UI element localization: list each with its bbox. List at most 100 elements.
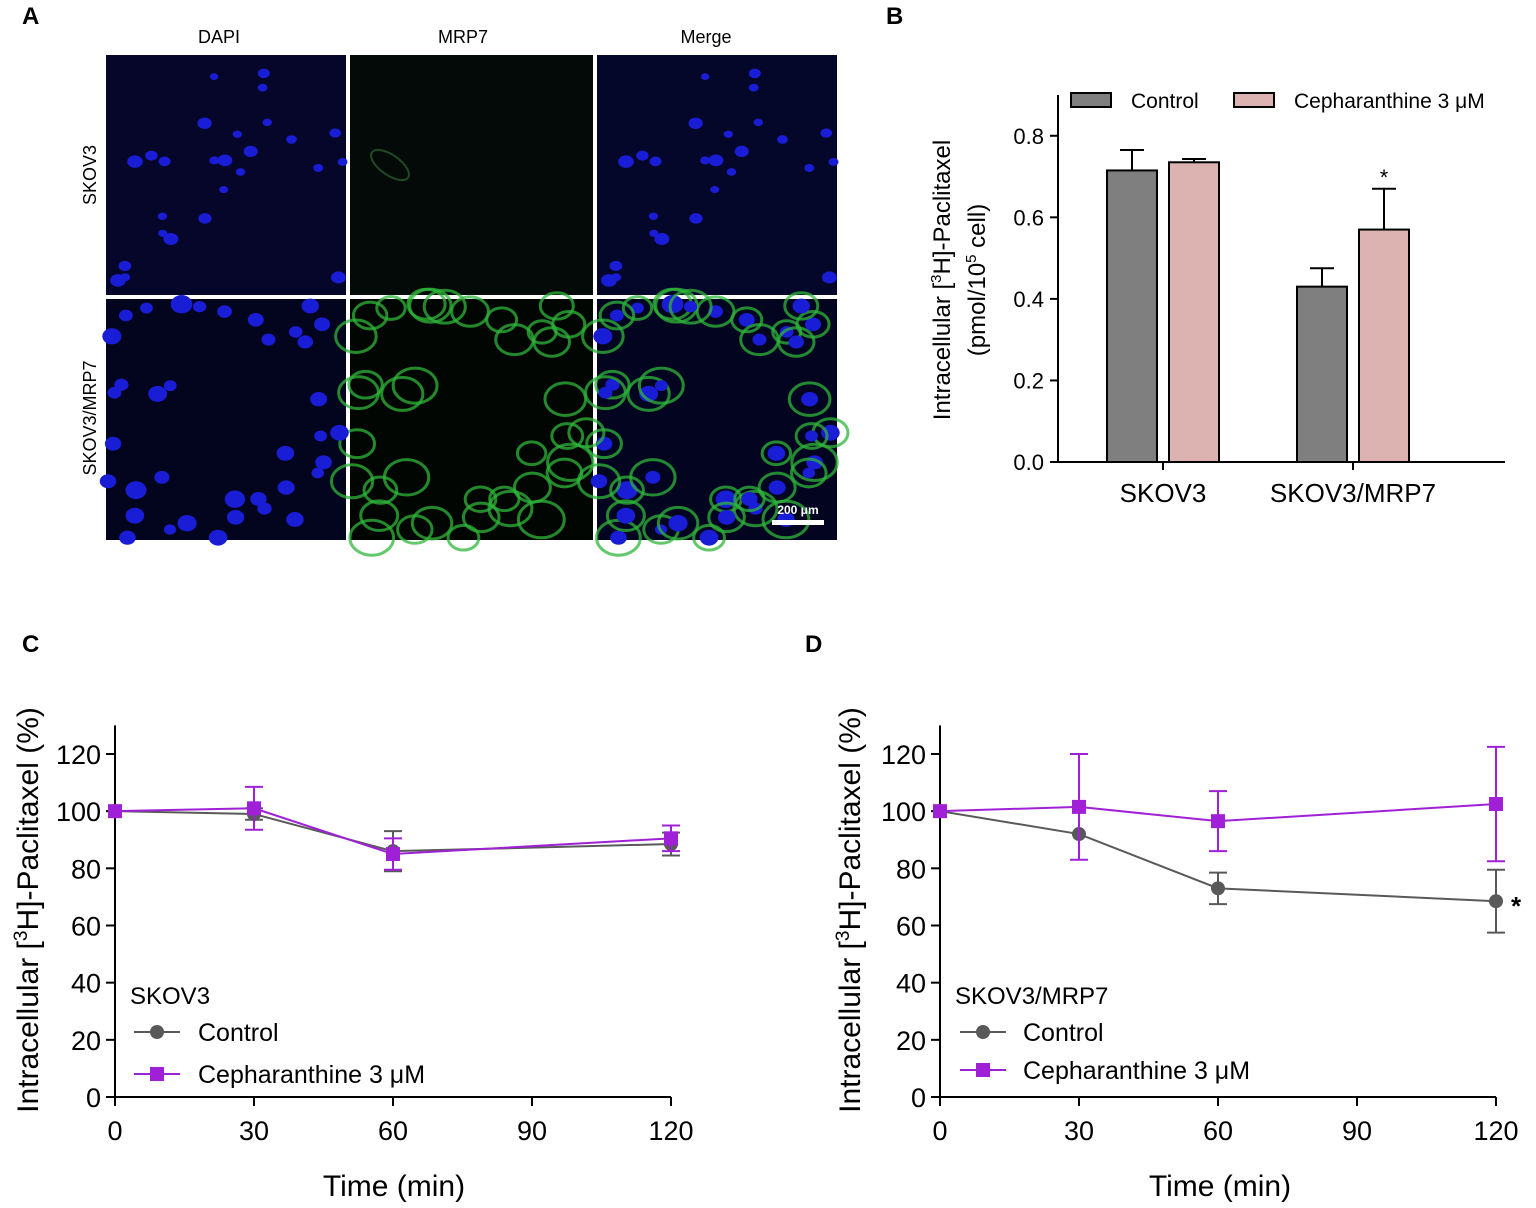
x-tick-label: 0 — [932, 1116, 947, 1146]
membrane — [789, 457, 828, 489]
nucleus — [723, 130, 733, 138]
data-point — [1489, 894, 1503, 909]
y-tick-label: 40 — [896, 969, 926, 999]
nucleus — [726, 168, 737, 176]
membrane — [584, 375, 627, 411]
nucleus — [118, 309, 133, 322]
nucleus — [148, 385, 168, 402]
nucleus — [120, 273, 131, 282]
membrane — [567, 417, 606, 449]
faint-cell — [370, 148, 410, 182]
nucleus — [217, 154, 233, 167]
legend-marker-control — [976, 1025, 990, 1039]
x-tick-label: 60 — [378, 1116, 408, 1146]
membrane — [422, 288, 467, 325]
nucleus — [330, 424, 349, 441]
membrane — [512, 471, 552, 504]
nucleus — [277, 480, 295, 495]
y-tick-label: 60 — [71, 912, 101, 942]
bar — [1168, 161, 1220, 464]
data-point — [933, 804, 947, 819]
membrane — [794, 422, 829, 450]
nucleus — [337, 158, 348, 166]
x-tick-label: 0 — [107, 1116, 122, 1146]
y-tick-label: 80 — [71, 854, 101, 884]
nucleus — [127, 155, 143, 168]
nucleus — [593, 328, 613, 345]
nucleus — [636, 150, 649, 161]
x-tick-label: 120 — [1473, 1116, 1518, 1146]
nucleus — [618, 155, 634, 168]
y-axis-label: Intracellular [3H]-Paclitaxel (%) — [833, 707, 867, 1113]
nucleus — [315, 455, 332, 470]
nucleus — [276, 445, 295, 461]
membrane — [329, 463, 375, 500]
nucleus — [179, 300, 192, 311]
nucleus — [738, 312, 755, 327]
row-label-skov3-mrp7: SKOV3/MRP7 — [80, 360, 100, 475]
legend-swatch-control — [1070, 92, 1112, 108]
x-tick-label: 120 — [648, 1116, 693, 1146]
membrane — [790, 442, 839, 483]
legend-marker-cepharanthine — [150, 1067, 164, 1081]
membrane — [382, 458, 431, 497]
membrane — [656, 505, 700, 541]
membrane — [359, 499, 400, 532]
nucleus — [158, 229, 168, 237]
membrane — [692, 523, 726, 552]
x-tick-label: SKOV3/MRP7 — [1270, 478, 1436, 508]
panel-letter-c: C — [22, 631, 39, 658]
nucleus — [670, 300, 683, 311]
nucleus — [611, 273, 622, 282]
line-chart-panel-d: Intracellular [3H]-Paclitaxel (%) Time (… — [833, 707, 1522, 1203]
nucleus — [700, 156, 711, 165]
membrane — [347, 369, 384, 400]
nucleus — [297, 335, 313, 349]
nucleus — [219, 186, 229, 194]
bar — [1358, 228, 1410, 463]
nucleus — [257, 83, 268, 92]
microscopy-panel: DAPI MRP7 Merge SKOV3 SKOV3/MRP7 200 μm — [80, 27, 850, 557]
membrane — [668, 288, 713, 325]
nucleus — [118, 260, 132, 272]
membrane — [348, 518, 396, 557]
nucleus — [125, 481, 147, 500]
nucleus — [804, 164, 815, 172]
nucleus — [140, 302, 153, 314]
membrane — [783, 291, 820, 321]
image-skov3-dapi — [106, 55, 346, 295]
legend-swatch-cepharanthine — [1233, 92, 1275, 108]
x-tick-label: 90 — [1342, 1116, 1372, 1146]
nucleus — [192, 301, 207, 313]
y-tick-label: 0.4 — [1013, 287, 1044, 312]
y-axis-label: Intracellular [3H]-Paclitaxel (%) — [11, 707, 45, 1113]
legend-label-cepharanthine: Cepharanthine 3 μM — [198, 1061, 425, 1089]
scale-bar — [772, 520, 824, 525]
data-point — [386, 847, 400, 862]
x-tick-label: 90 — [517, 1116, 547, 1146]
membrane — [463, 485, 498, 513]
membrane — [795, 309, 831, 339]
nucleus — [286, 512, 304, 527]
membrane — [351, 300, 389, 331]
nucleus — [668, 515, 688, 532]
nucleus — [821, 271, 837, 284]
membrane — [546, 442, 595, 483]
membrane — [757, 471, 797, 504]
y-tick-label: 0 — [86, 1083, 101, 1113]
nucleus — [257, 68, 270, 79]
y-tick-label: 100 — [56, 797, 101, 827]
nucleus — [224, 490, 246, 508]
nucleus — [792, 298, 810, 314]
membrane — [621, 295, 654, 321]
data-point — [1489, 797, 1503, 812]
nucleus — [217, 305, 232, 318]
membrane — [629, 458, 677, 497]
nucleus — [243, 145, 258, 158]
nucleus — [208, 529, 228, 546]
y-axis-label-line1: Intracellular [3H]-Paclitaxel — [928, 140, 956, 420]
row-label-skov3: SKOV3 — [80, 145, 100, 205]
data-point — [108, 804, 122, 819]
nucleus — [753, 118, 763, 127]
membrane — [446, 523, 481, 552]
